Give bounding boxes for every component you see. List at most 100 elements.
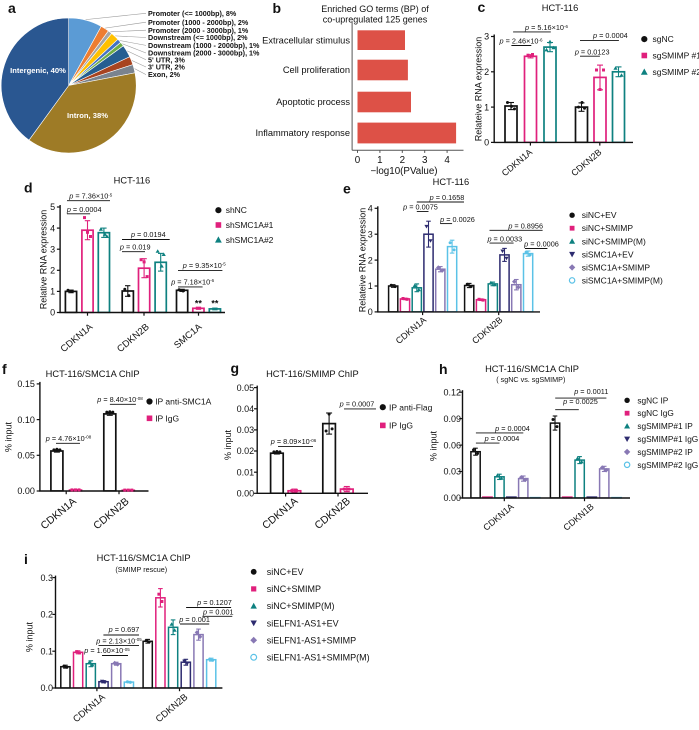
svg-text:3: 3	[484, 32, 489, 42]
svg-text:p = 0.0004: p = 0.0004	[494, 424, 530, 433]
svg-text:Inflammatory response: Inflammatory response	[255, 128, 350, 138]
svg-text:siNC+EV: siNC+EV	[582, 210, 617, 220]
svg-text:siNC+EV: siNC+EV	[267, 567, 304, 577]
svg-text:siSMC1A+EV: siSMC1A+EV	[582, 249, 634, 259]
svg-text:0.04: 0.04	[237, 404, 255, 414]
svg-text:siELFN1-AS1+SMIMP(M): siELFN1-AS1+SMIMP(M)	[267, 653, 370, 663]
svg-text:p = 0.8956: p = 0.8956	[507, 222, 543, 231]
svg-text:0.09: 0.09	[443, 414, 461, 424]
svg-text:p = 0.1658: p = 0.1658	[429, 193, 465, 202]
svg-text:p = 0.0075: p = 0.0075	[402, 203, 438, 212]
svg-text:(SMIMP rescue): (SMIMP rescue)	[115, 565, 167, 574]
svg-text:0.03: 0.03	[237, 425, 255, 435]
svg-text:Relateive RNA expression: Relateive RNA expression	[358, 208, 368, 313]
svg-text:shSMC1A#2: shSMC1A#2	[226, 235, 274, 245]
svg-text:sgSMIMP#1 IP: sgSMIMP#1 IP	[637, 421, 693, 431]
svg-text:HCT-116/SMC1A ChIP: HCT-116/SMC1A ChIP	[97, 553, 191, 563]
svg-text:0.03: 0.03	[443, 467, 461, 477]
svg-text:p = 0.0011: p = 0.0011	[573, 387, 608, 396]
svg-text:3: 3	[422, 155, 428, 166]
svg-text:f: f	[2, 361, 7, 377]
svg-text:Cell proliferation: Cell proliferation	[283, 65, 350, 75]
svg-text:0.2: 0.2	[40, 610, 53, 620]
svg-text:sgNC: sgNC	[653, 34, 674, 44]
svg-text:p = 2.46×10-6: p = 2.46×10-6	[499, 37, 543, 46]
svg-text:p = 0.0007: p = 0.0007	[339, 399, 375, 408]
svg-text:0.1: 0.1	[40, 646, 53, 656]
svg-text:b: b	[273, 0, 282, 16]
svg-text:p = 7.36×10-5: p = 7.36×10-5	[68, 192, 112, 201]
svg-text:1: 1	[484, 102, 489, 112]
svg-text:p = 0.0004: p = 0.0004	[66, 205, 102, 214]
svg-text:siNC+SMIMP: siNC+SMIMP	[582, 223, 634, 233]
svg-text:g: g	[231, 360, 240, 376]
svg-text:p = 1.60×10-05: p = 1.60×10-05	[83, 646, 130, 655]
svg-text:2: 2	[400, 155, 405, 166]
svg-text:IP anti-SMC1A: IP anti-SMC1A	[155, 397, 211, 407]
svg-text:0.00: 0.00	[17, 486, 35, 496]
svg-text:p = 0.0006: p = 0.0006	[523, 240, 559, 249]
svg-text:Intergenic, 40%: Intergenic, 40%	[10, 66, 66, 75]
svg-text:p = 0.0026: p = 0.0026	[439, 215, 475, 224]
svg-text:siSMC1A+SMIMP: siSMC1A+SMIMP	[582, 262, 651, 272]
svg-text:siSMC1A+SMIMP(M): siSMC1A+SMIMP(M)	[582, 275, 663, 285]
svg-text:% input: % input	[4, 421, 14, 452]
svg-text:0.01: 0.01	[237, 467, 255, 477]
svg-text:sgSMIMP#1 IgG: sgSMIMP#1 IgG	[637, 434, 698, 444]
svg-text:4: 4	[50, 223, 55, 233]
svg-text:Promoter (<= 1000bp), 8%: Promoter (<= 1000bp), 8%	[148, 9, 237, 18]
svg-text:0: 0	[484, 138, 489, 148]
svg-text:HCT-116/SMIMP ChIP: HCT-116/SMIMP ChIP	[266, 369, 359, 379]
svg-text:Relateive RNA expression: Relateive RNA expression	[474, 37, 484, 142]
svg-text:p = 4.76×10-08: p = 4.76×10-08	[45, 434, 92, 443]
svg-text:1: 1	[368, 281, 373, 291]
svg-text:p = 7.18×10-6: p = 7.18×10-6	[170, 277, 214, 286]
svg-text:d: d	[24, 180, 33, 196]
svg-text:sgSMIMP#2 IP: sgSMIMP#2 IP	[637, 447, 693, 457]
svg-text:Relative RNA expression: Relative RNA expression	[38, 210, 48, 310]
svg-text:4: 4	[368, 204, 373, 214]
svg-text:sgSMIMP #1: sgSMIMP #1	[653, 51, 699, 61]
svg-text:shSMC1A#1: shSMC1A#1	[226, 220, 274, 230]
svg-text:p = 5.16×10-6: p = 5.16×10-6	[524, 23, 568, 32]
svg-text:HCT-116/SMC1A ChIP: HCT-116/SMC1A ChIP	[46, 369, 140, 379]
svg-text:Intron, 38%: Intron, 38%	[67, 111, 108, 120]
svg-text:siELFN1-AS1+SMIMP: siELFN1-AS1+SMIMP	[267, 635, 356, 645]
svg-text:p = 0.0033: p = 0.0033	[486, 234, 522, 243]
svg-text:siNC+SMIMP: siNC+SMIMP	[267, 584, 321, 594]
svg-text:3: 3	[50, 244, 55, 254]
svg-text:3: 3	[368, 229, 373, 239]
svg-text:p = 0.0004: p = 0.0004	[592, 31, 628, 40]
svg-text:siELFN1-AS1+EV: siELFN1-AS1+EV	[267, 618, 339, 628]
svg-text:0.05: 0.05	[237, 383, 255, 393]
svg-text:% input: % input	[429, 430, 439, 461]
svg-text:0.15: 0.15	[17, 379, 35, 389]
svg-text:5: 5	[50, 202, 55, 212]
svg-text:0.06: 0.06	[443, 440, 461, 450]
svg-text:shNC: shNC	[226, 205, 247, 215]
svg-text:0.0: 0.0	[40, 683, 53, 693]
svg-text:a: a	[8, 0, 16, 16]
svg-text:1: 1	[377, 155, 382, 166]
svg-text:p = 0.0194: p = 0.0194	[130, 230, 166, 239]
svg-text:0.02: 0.02	[237, 446, 255, 456]
svg-text:( sgNC vs. sgSMIMP): ( sgNC vs. sgSMIMP)	[496, 375, 565, 384]
svg-text:0.00: 0.00	[443, 493, 461, 503]
svg-text:Extracellular stimulus: Extracellular stimulus	[262, 35, 350, 45]
svg-text:0.00: 0.00	[237, 489, 255, 499]
svg-text:p = 9.35×10-5: p = 9.35×10-5	[182, 261, 226, 270]
svg-text:4: 4	[444, 155, 450, 166]
svg-text:2: 2	[50, 266, 55, 276]
svg-text:% input: % input	[223, 429, 233, 460]
svg-text:e: e	[343, 181, 351, 197]
svg-text:HCT-116: HCT-116	[433, 177, 470, 187]
svg-text:0: 0	[355, 155, 361, 166]
svg-text:p = 0.1207: p = 0.1207	[196, 598, 232, 607]
svg-text:HCT-116: HCT-116	[114, 176, 151, 186]
svg-text:p = 0.697: p = 0.697	[108, 625, 140, 634]
svg-text:sgSMIMP #2: sgSMIMP #2	[653, 67, 699, 77]
svg-text:IP IgG: IP IgG	[155, 413, 179, 423]
svg-text:p = 8.40×10-08: p = 8.40×10-08	[96, 395, 143, 404]
svg-text:0.3: 0.3	[40, 573, 53, 583]
svg-text:c: c	[478, 0, 486, 15]
